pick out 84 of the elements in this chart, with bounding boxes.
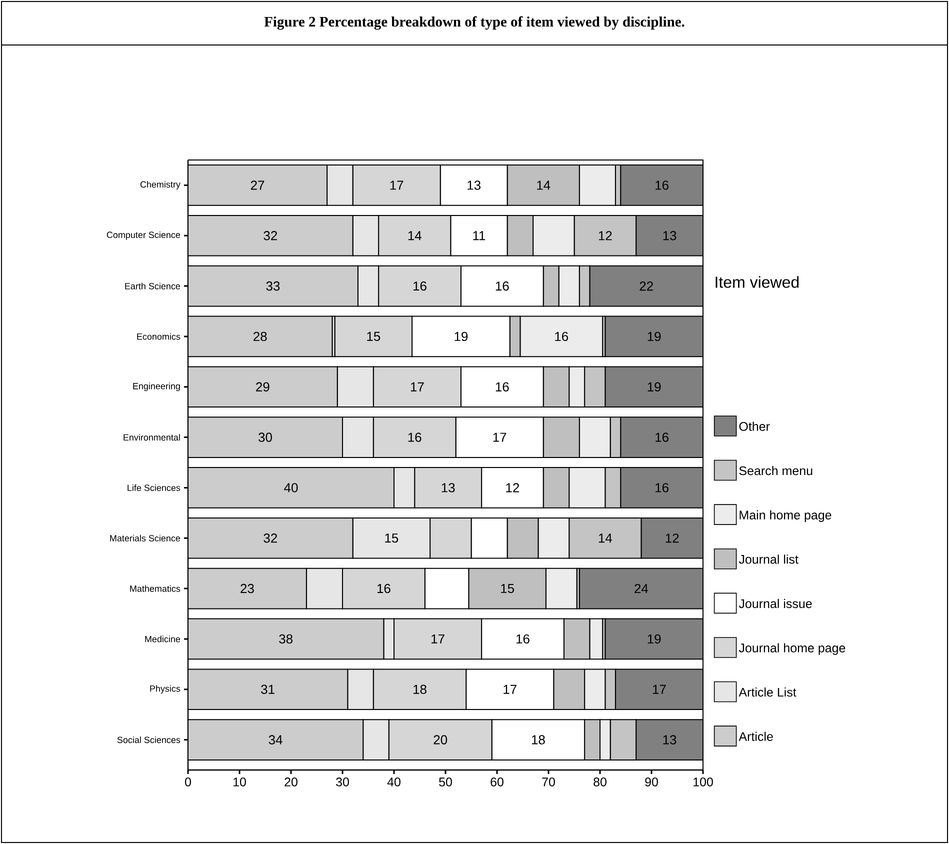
legend-label: Main home page <box>740 510 832 522</box>
data-label: 16 <box>408 432 422 442</box>
data-label: 19 <box>648 332 661 342</box>
y-tick-label: Engineering <box>133 382 180 392</box>
data-label: 16 <box>516 634 530 644</box>
data-label: 16 <box>656 180 668 190</box>
data-label: 32 <box>264 534 277 543</box>
legend-label: Journal home page <box>738 643 846 655</box>
legend-label: Search menu <box>739 466 812 476</box>
legend-label: Other <box>739 422 770 431</box>
data-label: 32 <box>264 231 277 240</box>
x-tick-label: 90 <box>645 778 658 786</box>
chart-title: Figure 2 Percentage breakdown of type of item viewed by discipline. <box>264 16 684 30</box>
data-label: 17 <box>504 684 516 694</box>
data-label: 19 <box>648 382 661 392</box>
data-label: 16 <box>377 584 390 594</box>
data-label: 19 <box>648 634 661 644</box>
x-tick-label: 60 <box>490 778 504 786</box>
y-tick-label: Life Sciences <box>128 484 180 492</box>
data-label: 12 <box>506 483 520 492</box>
data-label: 17 <box>410 382 424 392</box>
data-label: 28 <box>254 332 267 342</box>
data-label: 12 <box>666 534 679 543</box>
x-tick-label: 0 <box>185 778 191 786</box>
data-label: 22 <box>640 281 653 291</box>
data-label: 14 <box>408 231 422 240</box>
data-label: 15 <box>367 332 380 341</box>
legend-label: Article <box>738 732 773 741</box>
data-label: 24 <box>634 584 648 594</box>
y-tick-label: Chemistry <box>140 181 180 190</box>
data-label: 13 <box>468 180 480 190</box>
x-tick-label: 40 <box>387 778 400 786</box>
data-label: 16 <box>555 332 568 342</box>
data-label: 23 <box>240 584 254 594</box>
data-label: 16 <box>656 483 668 492</box>
x-tick-label: 100 <box>694 778 713 786</box>
data-label: 18 <box>532 735 545 744</box>
data-label: 29 <box>256 382 270 392</box>
y-tick-label: Earth Science <box>125 282 180 290</box>
x-tick-label: 10 <box>234 778 246 786</box>
data-label: 31 <box>261 684 274 694</box>
y-tick-label: Medicine <box>145 636 180 642</box>
y-tick-label: Social Sciences <box>117 736 180 744</box>
legend-label: Journal list <box>738 554 798 564</box>
y-tick-label: Economics <box>137 333 180 340</box>
data-label: 16 <box>496 382 509 392</box>
data-label: 11 <box>473 231 486 240</box>
x-tick-label: 70 <box>542 778 555 786</box>
data-label: 34 <box>268 735 282 744</box>
x-tick-label: 20 <box>284 778 298 786</box>
x-tick-label: 50 <box>439 778 452 786</box>
x-tick-label: 80 <box>594 778 606 786</box>
data-label: 13 <box>663 231 676 240</box>
data-label: 20 <box>434 735 448 744</box>
data-label: 15 <box>501 584 514 594</box>
data-label: 19 <box>454 332 468 342</box>
data-label: 17 <box>493 432 506 442</box>
data-label: 17 <box>432 634 444 644</box>
y-tick-label: Physics <box>150 685 180 694</box>
data-label: 30 <box>258 432 272 442</box>
data-label: 15 <box>385 534 398 543</box>
data-label: 27 <box>250 180 264 190</box>
data-label: 18 <box>414 684 426 694</box>
y-tick-label: Mathematics <box>130 585 180 592</box>
legend-label: Journal issue <box>738 598 812 608</box>
y-tick-label: Computer Science <box>106 231 180 240</box>
legend-label: Article List <box>738 687 796 697</box>
data-label: 14 <box>598 534 612 543</box>
data-label: 14 <box>537 180 550 190</box>
data-label: 16 <box>656 432 668 442</box>
data-label: 12 <box>598 231 612 240</box>
y-tick-label: Environmental <box>124 434 180 441</box>
data-label: 16 <box>496 281 509 291</box>
data-label: 33 <box>266 281 280 291</box>
data-label: 40 <box>284 483 298 492</box>
data-label: 38 <box>279 634 293 644</box>
data-label: 17 <box>390 180 404 190</box>
data-label: 13 <box>663 735 676 744</box>
y-tick-label: Materials Science <box>110 534 180 542</box>
x-tick-label: 30 <box>336 778 349 786</box>
data-label: 17 <box>652 684 666 694</box>
data-label: 16 <box>414 281 426 291</box>
legend-title: Item viewed <box>716 276 799 288</box>
data-label: 13 <box>442 483 455 492</box>
